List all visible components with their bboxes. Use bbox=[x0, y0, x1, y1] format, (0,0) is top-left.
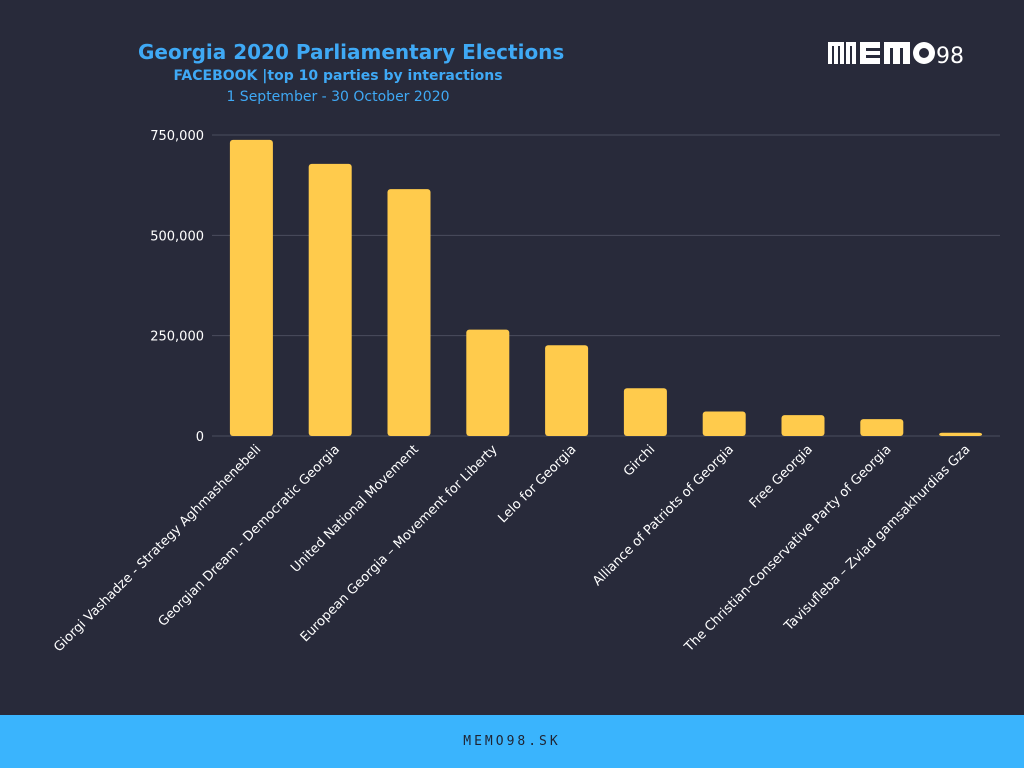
x-tick-label: Girchi bbox=[621, 442, 658, 479]
bar bbox=[545, 345, 589, 436]
y-tick-label: 500,000 bbox=[150, 229, 204, 244]
chart-subtitle: FACEBOOK |top 10 parties by interactions bbox=[173, 68, 503, 84]
y-tick-label: 0 bbox=[196, 430, 204, 445]
bar bbox=[229, 139, 273, 437]
y-tick-label: 750,000 bbox=[150, 129, 204, 144]
x-tick-label: Free Georgia bbox=[747, 442, 816, 511]
svg-text:98: 98 bbox=[936, 44, 964, 68]
x-tick-label: United National Movement bbox=[288, 442, 422, 576]
footer-text: MEMO98.SK bbox=[463, 734, 561, 749]
bar bbox=[860, 419, 904, 436]
bar bbox=[466, 329, 510, 436]
y-tick-label: 250,000 bbox=[150, 330, 204, 345]
bar bbox=[308, 163, 352, 436]
chart-date-range: 1 September - 30 October 2020 bbox=[226, 89, 450, 105]
footer-banner: MEMO98.SK bbox=[0, 715, 1024, 768]
bar bbox=[781, 415, 825, 436]
memo98-logo: 98 bbox=[828, 42, 964, 68]
x-tick-label: Georgian Dream - Democratic Georgia bbox=[156, 442, 343, 629]
chart-title: Georgia 2020 Parliamentary Elections bbox=[138, 40, 565, 64]
bar bbox=[387, 189, 431, 436]
x-tick-label: Lelo for Georgia bbox=[495, 442, 579, 526]
x-tick-label: Alliance of Patriots of Georgia bbox=[590, 442, 737, 589]
bar bbox=[702, 411, 746, 436]
bar bbox=[623, 388, 667, 436]
bar bbox=[939, 432, 983, 436]
title-block: Georgia 2020 Parliamentary Elections FAC… bbox=[138, 38, 565, 108]
x-tick-label: Tavisufleba – Zviad gamsakhurdias Gza bbox=[781, 442, 973, 634]
